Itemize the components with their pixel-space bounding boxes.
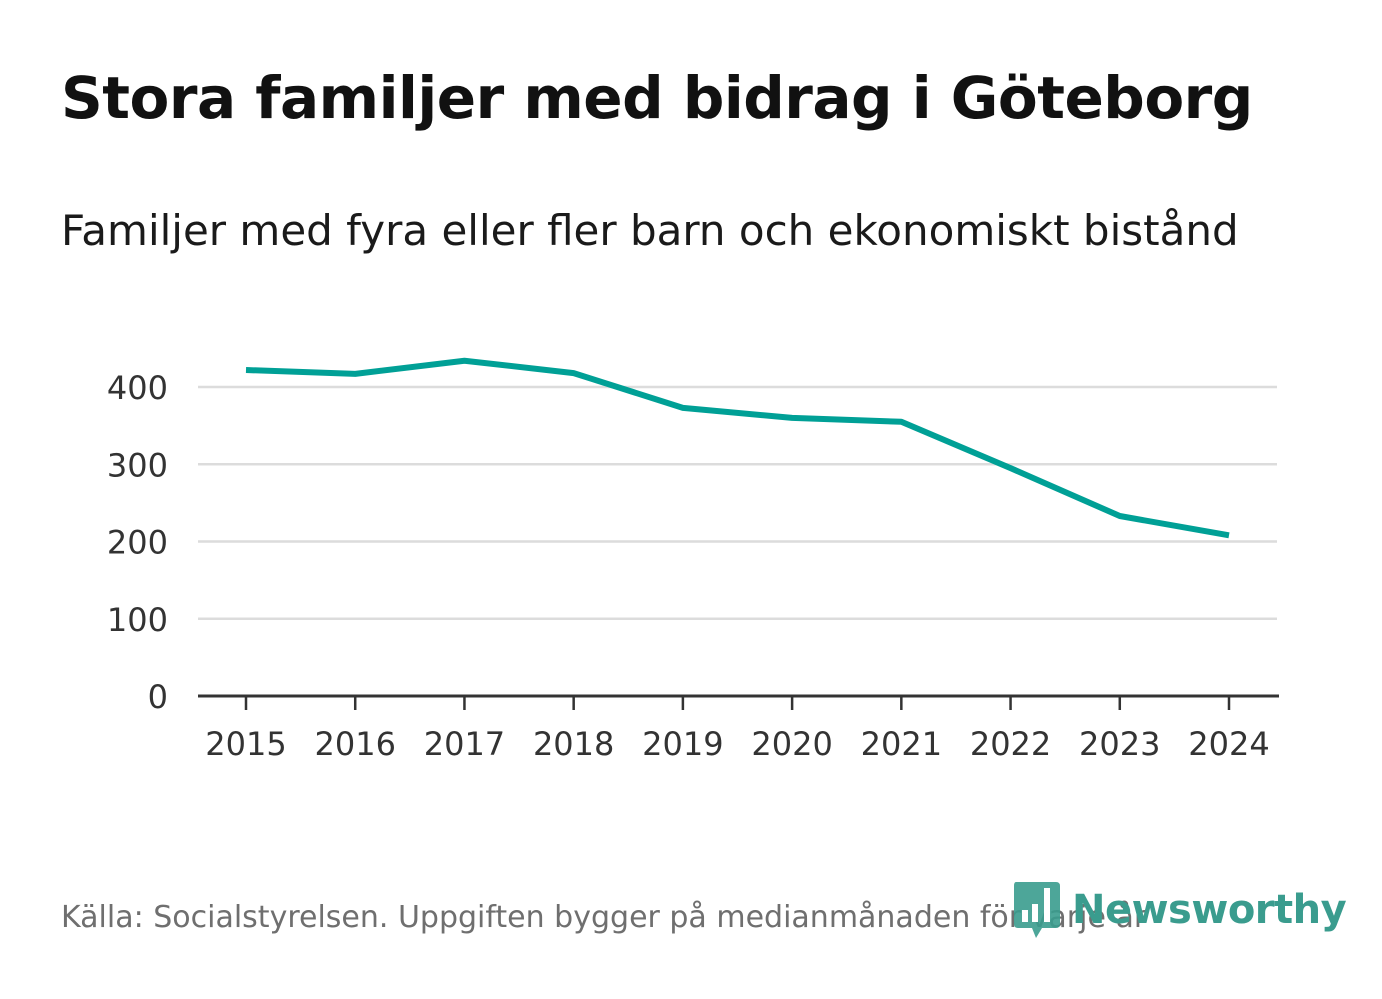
y-tick-label: 400 [107,369,168,407]
source-note: Källa: Socialstyrelsen. Uppgiften bygger… [61,900,1147,935]
y-tick-label: 0 [148,678,168,716]
chart-subtitle: Familjer med fyra eller fler barn och ek… [61,206,1239,255]
y-tick-label: 100 [107,601,168,639]
y-tick-label: 200 [107,524,168,562]
x-tick-label: 2023 [1079,725,1160,763]
logo-text: Newsworthy [1072,887,1347,933]
x-tick-label: 2018 [533,725,614,763]
x-tick-label: 2017 [424,725,505,763]
x-tick-label: 2020 [751,725,832,763]
newsworthy-logo: Newsworthy [1012,880,1347,940]
x-tick-label: 2022 [970,725,1051,763]
x-tick-label: 2019 [642,725,723,763]
x-tick-label: 2015 [205,725,286,763]
logo-chart-icon [1014,882,1060,938]
chart-title: Stora familjer med bidrag i Göteborg [61,64,1253,132]
x-tick-label: 2024 [1188,725,1269,763]
series-line [245,357,1230,539]
x-tick-label: 2016 [315,725,396,763]
y-tick-label: 300 [107,446,168,484]
x-tick-label: 2021 [861,725,942,763]
